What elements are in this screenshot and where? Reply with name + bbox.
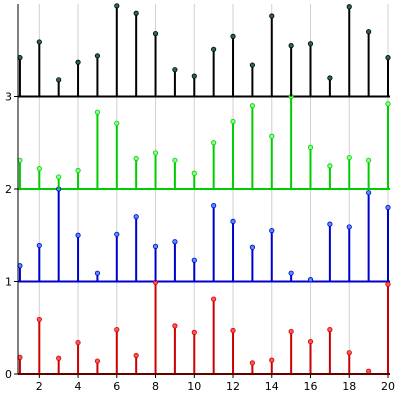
stem-marker [94,270,101,276]
stem-marker [191,170,197,176]
stem-marker [94,109,101,115]
x-tick-label: 20 [381,380,395,393]
stem-marker [94,358,101,364]
stems [17,3,391,374]
stem-marker [327,163,333,169]
x-tick-label: 14 [265,380,279,393]
stem-marker [307,277,314,283]
x-tick-label: 10 [187,380,201,393]
stem-marker [327,326,333,333]
stem-marker [385,204,391,211]
stem-marker [191,73,197,79]
stem-marker [152,243,159,249]
baselines [18,95,390,375]
stem-marker [114,326,120,333]
stem-marker [114,3,120,9]
stem-marker [307,339,314,345]
x-tick-label: 6 [113,380,120,393]
stem-marker [211,46,217,52]
stem-marker [230,327,236,334]
stem-marker [152,150,159,156]
stem-marker [94,53,101,59]
y-tick-label: 2 [5,183,12,196]
axes [14,4,390,378]
stem-marker [307,41,314,47]
stem-marker [249,360,255,366]
stem-marker [249,62,255,68]
stem-marker [269,13,275,19]
stem-marker [133,214,139,220]
stem-marker [211,140,217,146]
stem-marker [230,33,236,39]
stem-marker [36,316,42,323]
stem-marker [230,218,236,224]
x-tick-label: 8 [152,380,159,393]
stem-marker [366,157,372,163]
stem-marker [114,120,120,126]
stem-marker [269,228,275,234]
stem-marker [307,144,314,150]
stem-marker [346,4,352,10]
stem-marker [75,232,81,238]
y-tick-label: 3 [5,91,12,104]
stem-marker [114,231,120,237]
y-tick-label: 0 [5,368,12,381]
stem-marker [172,67,178,73]
x-tick-label: 4 [75,380,82,393]
y-tick-label: 1 [5,276,12,289]
stem-marker [327,75,333,81]
stem-marker [288,328,294,335]
stem-marker [288,270,294,276]
stem-marker [366,190,372,196]
stem-marker [75,59,81,65]
stem-marker [249,103,255,109]
stem-marker [152,30,159,37]
x-tick-label: 12 [226,380,240,393]
x-tick-label: 2 [36,380,43,393]
stem-marker [211,203,217,209]
stem-marker [346,350,352,356]
stem-marker [230,118,236,125]
stem-marker [385,101,391,107]
stem-marker [56,174,62,180]
stem-marker [75,167,81,174]
x-tick-label: 16 [304,380,318,393]
x-tick-label: 18 [342,380,356,393]
stem-marker [211,296,217,302]
stem-marker [366,29,372,35]
stem-marker [288,43,294,49]
stem-marker [346,154,352,161]
stem-marker [346,224,352,230]
stem-marker [56,77,62,83]
stem-marker [36,39,42,45]
stem-marker [172,157,178,163]
stem-marker [249,244,255,250]
stem-marker [133,155,139,162]
stem-marker [172,323,178,329]
stem-marker [133,10,139,16]
stem-marker [191,257,197,263]
stem-marker [327,221,333,227]
stem-marker [385,281,391,287]
stem-marker [269,133,275,139]
stem-marker [172,239,178,245]
stem-marker [36,166,42,172]
stem-marker [269,357,275,363]
stem-marker [385,55,391,61]
stem-marker [56,355,62,361]
stem-marker [75,339,81,346]
stem-marker [191,329,197,335]
stem-marker [36,242,42,249]
stem-marker [133,352,139,359]
stem-marker [366,368,372,374]
